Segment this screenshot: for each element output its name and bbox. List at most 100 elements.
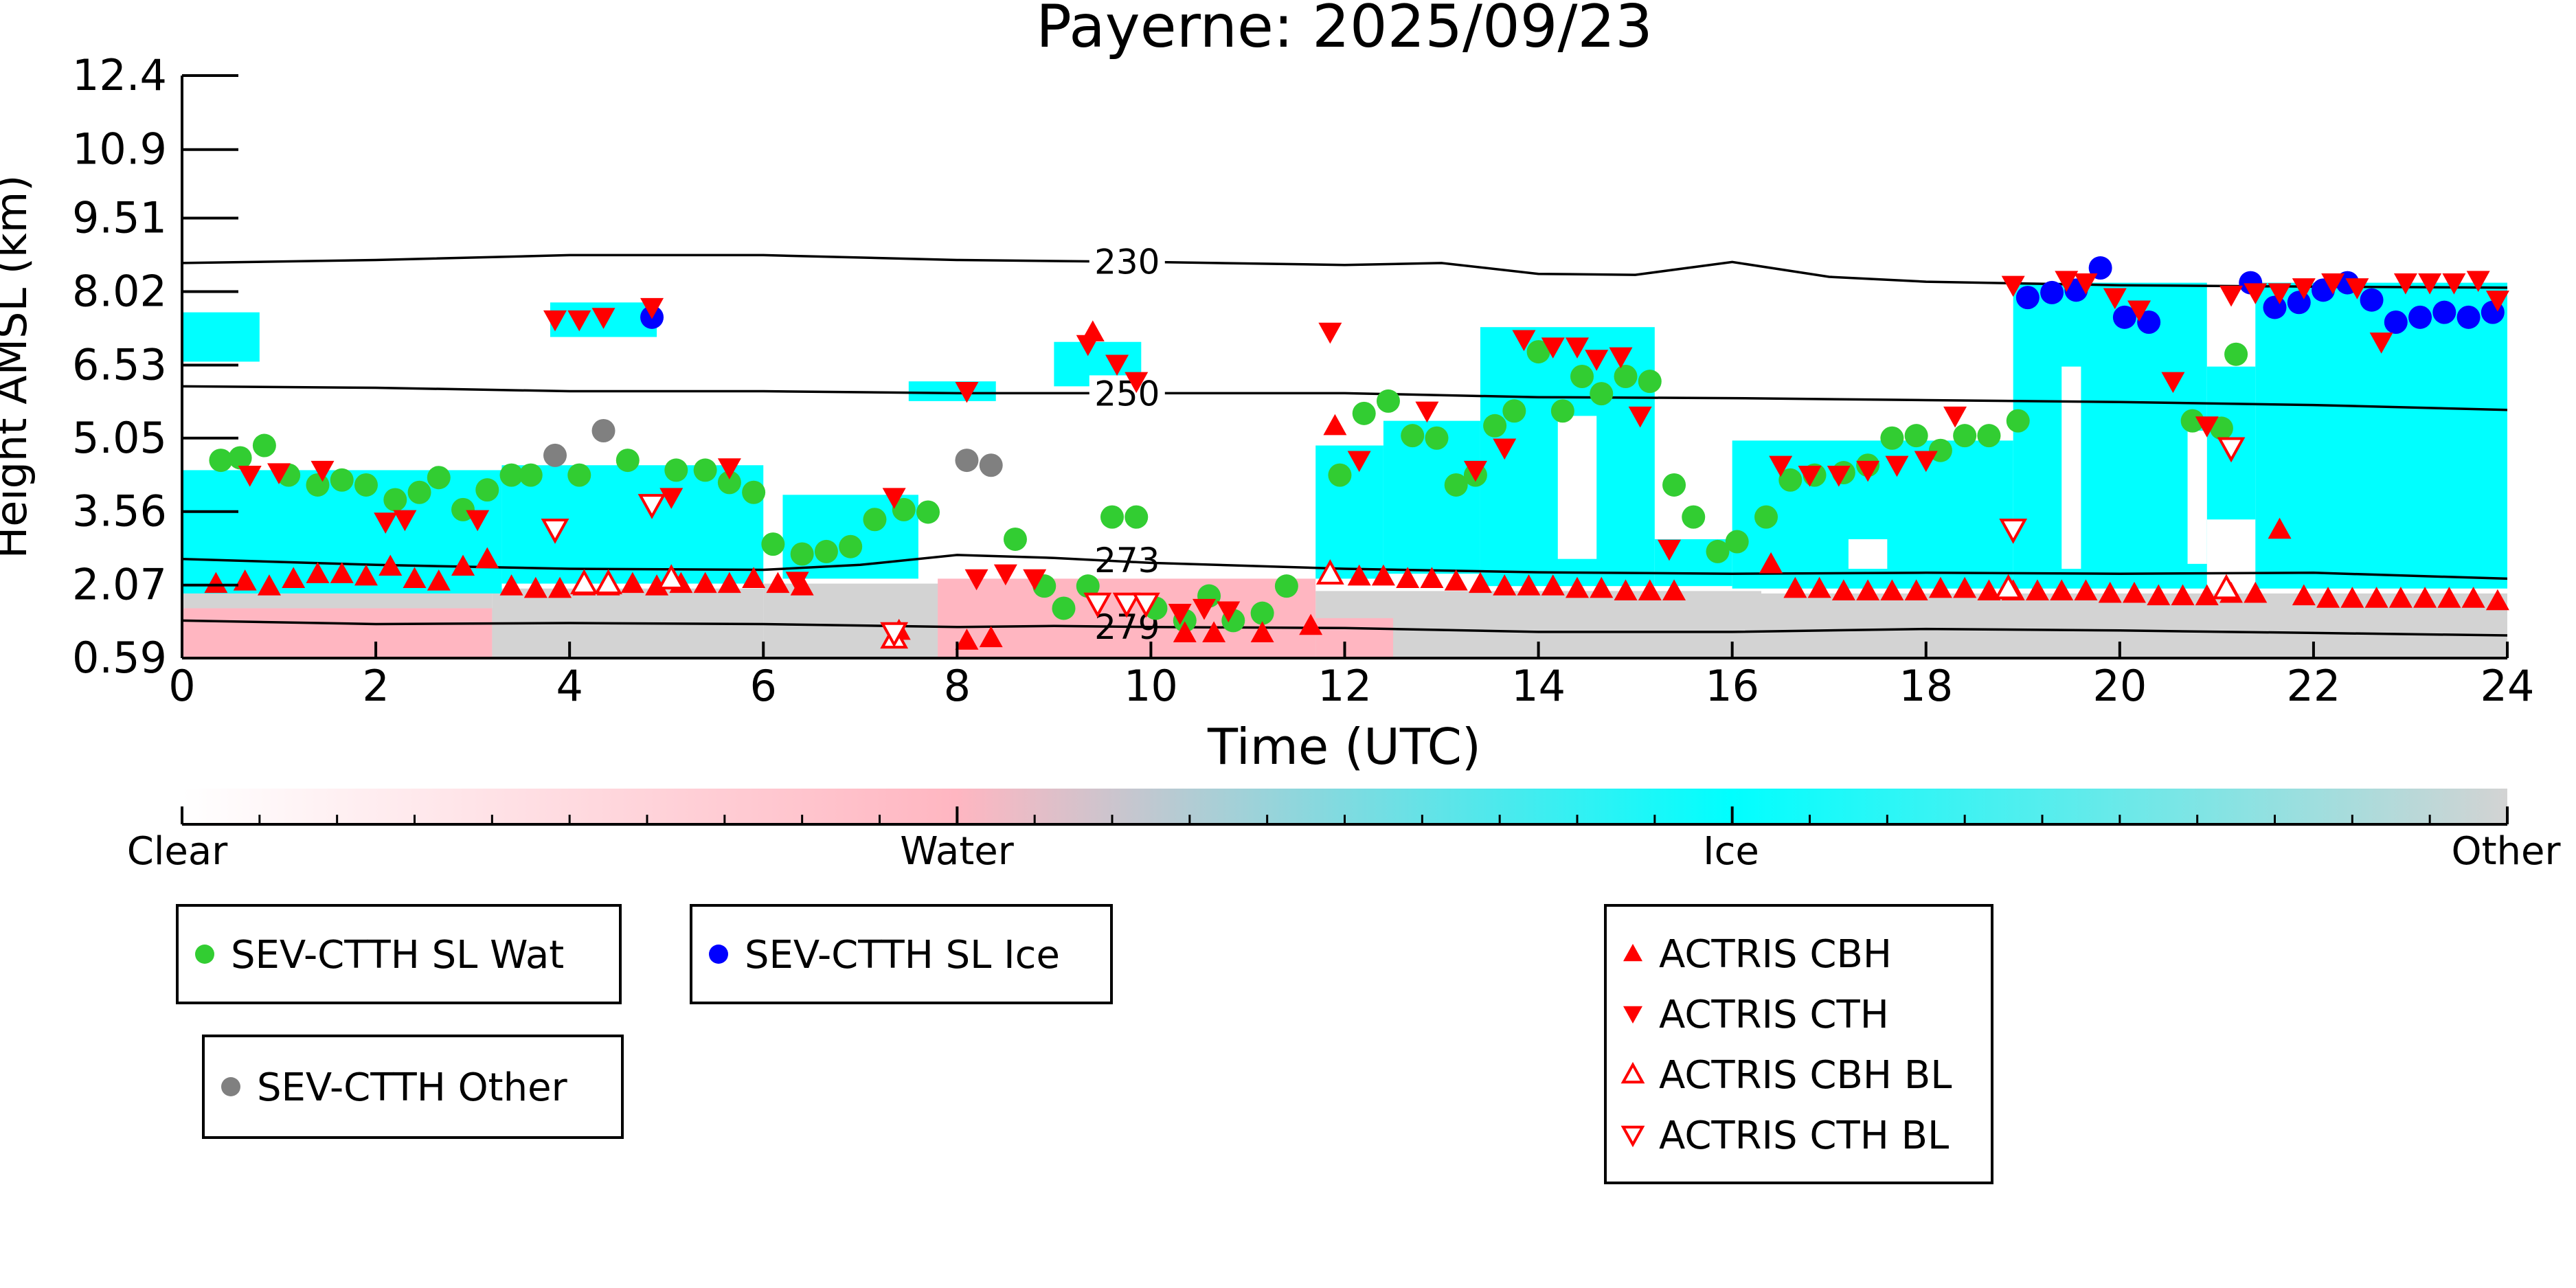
sev-ctth-sl-wat-point	[1550, 399, 1574, 423]
actris-cth-point	[2244, 283, 2268, 304]
sev-ctth-sl-wat-point	[354, 473, 378, 497]
actris-cbh-point	[1173, 621, 1197, 642]
actris-cbh-point	[2461, 587, 2485, 608]
actris-cth-point	[393, 510, 417, 532]
actris-cbh-point	[330, 562, 354, 583]
actris-cth-point	[1609, 347, 1633, 369]
y-tick-label: 6.53	[72, 339, 167, 389]
x-tick-label: 14	[1511, 661, 1566, 711]
sev-ctth-sl-wat-point	[306, 473, 330, 497]
actris-cbh-point	[475, 547, 499, 569]
sev-ctth-sl-wat-point	[1706, 539, 1730, 563]
colorbar-label-water: Water	[900, 829, 1015, 874]
actris-cth-bl-point	[637, 494, 666, 519]
legend-entry-label: ACTRIS CTH	[1659, 993, 1889, 1037]
actris-cth-point	[1628, 406, 1652, 428]
actris-cbh-bl-point	[1994, 574, 2023, 600]
sev-ctth-sl-ice-point	[2360, 288, 2384, 312]
isotherm-label-230: 230	[1094, 242, 1160, 282]
actris-cth-point	[2055, 271, 2079, 292]
actris-cth-point	[1512, 330, 1536, 352]
actris-cth-point	[1657, 539, 1681, 561]
actris-cbh-point	[2244, 581, 2268, 603]
actris-cbh-point	[257, 574, 281, 596]
x-tick-label: 18	[1899, 661, 1953, 711]
actris-cbh-point	[2388, 587, 2413, 608]
sev-ctth-sl-wat-point	[1274, 574, 1298, 598]
actris-cth-point	[1856, 460, 1880, 482]
sev-ctth-sl-wat-point	[761, 532, 785, 556]
sev-ctth-sl-wat-point	[2180, 409, 2204, 433]
sev-ctth-sl-wat-point	[717, 471, 741, 495]
legend-marker	[709, 945, 728, 964]
actris-cbh-point	[548, 576, 572, 598]
y-tick-label: 3.56	[72, 486, 167, 536]
actris-cbh-point	[1299, 613, 1323, 635]
actris-cbh-point	[979, 626, 1003, 648]
sev-ctth-sl-wat-point	[1614, 365, 1638, 389]
sev-ctth-sl-wat-point	[519, 463, 543, 487]
water-region	[1315, 618, 1394, 658]
actris-cbh-point	[451, 554, 475, 576]
sev-ctth-sl-wat-point	[1662, 473, 1686, 497]
sev-ctth-sl-wat-point	[790, 542, 814, 566]
legend: SEV-CTTH SL Wat SEV-CTTH SL Ice SEV-CTTH O…	[176, 904, 1993, 1184]
colorbar-label-clear: Clear	[127, 829, 228, 874]
sev-ctth-sl-wat-point	[1725, 530, 1749, 554]
actris-cth-point	[238, 466, 262, 487]
actris-cbh-bl-point	[657, 564, 686, 589]
clear-gap	[2187, 430, 2207, 564]
sev-ctth-sl-wat-point	[567, 463, 591, 487]
actris-cth-point	[567, 310, 591, 332]
sev-ctth-sl-wat-point	[1376, 389, 1400, 413]
legend-box: SEV-CTTH SL Ice	[690, 904, 1113, 1004]
sev-ctth-sl-wat-point	[1444, 473, 1468, 497]
actris-cth-point	[659, 488, 683, 509]
ice-region	[1315, 445, 1383, 579]
y-tick-label: 10.9	[72, 124, 167, 174]
actris-cbh-point	[1856, 579, 1880, 600]
actris-cbh-point	[645, 574, 669, 596]
legend-entry-label: SEV-CTTH Other	[257, 1065, 568, 1110]
sev-ctth-sl-wat-point	[814, 539, 838, 563]
legend-entry-label: ACTRIS CBH	[1659, 932, 1892, 977]
actris-cbh-point	[2292, 584, 2316, 606]
isotherm-line-279	[182, 619, 2507, 637]
sev-ctth-sl-wat-point	[1638, 370, 1662, 394]
marker-layer	[204, 256, 2509, 650]
legend-frame	[202, 1035, 624, 1139]
sev-ctth-sl-wat-point	[1003, 527, 1027, 551]
actris-cbh-point	[282, 567, 306, 588]
sev-ctth-sl-wat-point	[1052, 596, 1076, 620]
sev-ctth-other-point	[591, 418, 615, 442]
actris-cbh-point	[1202, 621, 1226, 642]
actris-cth-point	[1798, 466, 1822, 487]
actris-cbh-point	[2050, 579, 2074, 600]
actris-cbh-point	[955, 629, 979, 650]
actris-cbh-point	[1468, 572, 1492, 594]
actris-cth-point	[1585, 350, 1609, 371]
actris-cbh-point	[523, 576, 547, 598]
actris-cbh-point	[2122, 581, 2146, 603]
legend-box: SEV-CTTH SL Wat	[176, 904, 622, 1004]
legend-marker	[221, 1077, 240, 1096]
sev-ctth-sl-wat-point	[2209, 416, 2233, 440]
sev-ctth-sl-ice-point	[2408, 305, 2432, 329]
actris-cth-point	[2466, 271, 2490, 292]
actris-cth-point	[1217, 601, 1241, 623]
sev-ctth-sl-ice-point	[2384, 310, 2408, 335]
sev-ctth-sl-wat-point	[427, 466, 451, 490]
actris-cth-point	[2393, 273, 2417, 295]
sev-ctth-sl-wat-point	[2224, 342, 2248, 366]
sev-ctth-sl-wat-point	[209, 449, 233, 473]
actris-cbh-point	[2437, 587, 2461, 608]
actris-cbh-point	[1371, 564, 1395, 586]
actris-cth-point	[2195, 416, 2219, 438]
y-axis-label: Height AMSL (km)	[0, 175, 36, 559]
x-tick-label: 22	[2286, 661, 2340, 711]
x-tick-label: 10	[1124, 661, 1178, 711]
sev-ctth-sl-wat-point	[1100, 505, 1124, 529]
sev-ctth-sl-wat-point	[1778, 468, 1803, 492]
actris-cth-point	[2161, 372, 2185, 394]
actris-cbh-point	[742, 567, 766, 588]
